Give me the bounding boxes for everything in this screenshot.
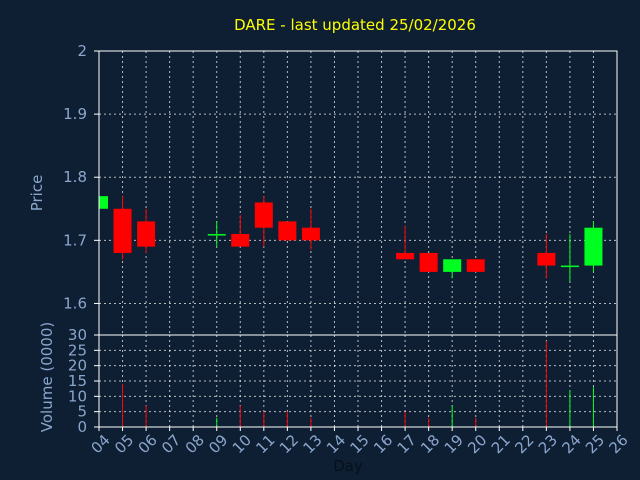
price-grid — [98, 50, 618, 335]
x-tick-label: 22 — [511, 431, 537, 457]
price-y-tick-label: 1.6 — [63, 294, 87, 312]
x-axis-label: Day — [333, 457, 363, 475]
candle-body — [466, 259, 485, 272]
volume-y-tick-label: 20 — [68, 357, 87, 375]
candle-body — [301, 227, 320, 241]
candle — [396, 225, 415, 260]
x-tick-label: 16 — [370, 431, 396, 457]
x-tick-label: 24 — [558, 431, 584, 457]
x-tick-label: 11 — [252, 431, 278, 457]
candle — [231, 215, 250, 247]
volume-y-tick-label: 0 — [77, 418, 87, 436]
candle-body — [231, 234, 250, 247]
x-tick-label: 07 — [158, 431, 184, 457]
candle-body — [443, 259, 462, 272]
volume-grid — [98, 334, 618, 428]
price-panel: 1.6 1.7 1.8 1.9 2 Price — [28, 42, 618, 336]
x-tick-label: 08 — [182, 431, 208, 457]
candle-body — [560, 265, 579, 268]
x-tick-label: 15 — [347, 431, 373, 457]
x-tick-label: 23 — [535, 431, 561, 457]
x-tick-label: 09 — [205, 431, 231, 457]
candle — [537, 234, 556, 279]
price-y-label: Price — [28, 175, 46, 212]
volume-y-tick-label: 10 — [68, 387, 87, 405]
x-tick-label: 25 — [582, 431, 608, 457]
x-tick-label: 13 — [299, 431, 325, 457]
price-y-tick-label: 2 — [77, 42, 87, 60]
volume-y-tick-label: 25 — [68, 341, 87, 359]
x-tick-label: 26 — [606, 431, 632, 457]
volume-bars — [122, 341, 594, 427]
candle — [301, 208, 320, 250]
candle-body — [396, 252, 415, 260]
x-tick-label: 18 — [417, 431, 443, 457]
candle — [207, 221, 226, 247]
candle-body — [113, 208, 132, 253]
x-tick-label: 14 — [323, 431, 349, 457]
candle-body — [99, 196, 108, 209]
price-y-tick-label: 1.8 — [63, 168, 87, 186]
candle-body — [207, 234, 226, 236]
candle — [278, 221, 297, 241]
x-tick-label: 12 — [276, 431, 302, 457]
volume-y-tick-label: 30 — [68, 326, 87, 344]
x-tick-label: 06 — [135, 431, 161, 457]
price-y-ticks: 1.6 1.7 1.8 1.9 2 — [63, 42, 99, 312]
volume-y-label: Volume (0000) — [38, 322, 56, 432]
candle — [466, 259, 485, 272]
candle — [98, 196, 108, 209]
candle — [419, 252, 438, 272]
x-tick-label: 04 — [88, 431, 114, 457]
price-y-tick-label: 1.7 — [63, 231, 87, 249]
candle — [443, 259, 462, 279]
x-tick-label: 10 — [229, 431, 255, 457]
candle-body — [419, 252, 438, 272]
x-tick-label: 20 — [464, 431, 490, 457]
candle — [254, 196, 273, 247]
candle — [137, 208, 156, 253]
candle-body — [137, 221, 156, 247]
volume-y-tick-label: 5 — [77, 403, 87, 421]
candle-body — [278, 221, 297, 241]
chart-title: DARE - last updated 25/02/2026 — [234, 16, 476, 34]
price-y-tick-label: 1.9 — [63, 105, 87, 123]
x-tick-label: 19 — [441, 431, 467, 457]
x-ticks: 0405060708091011121314151617181920212223… — [88, 427, 632, 457]
x-tick-label: 21 — [488, 431, 514, 457]
candle — [113, 196, 132, 260]
price-candles — [98, 196, 603, 282]
volume-y-tick-label: 15 — [68, 372, 87, 390]
candle — [584, 221, 603, 272]
candle-body — [584, 227, 603, 266]
x-tick-label: 17 — [394, 431, 420, 457]
candle-body — [537, 252, 556, 266]
candle — [560, 234, 579, 282]
x-tick-label: 05 — [111, 431, 137, 457]
candle-body — [254, 202, 273, 228]
